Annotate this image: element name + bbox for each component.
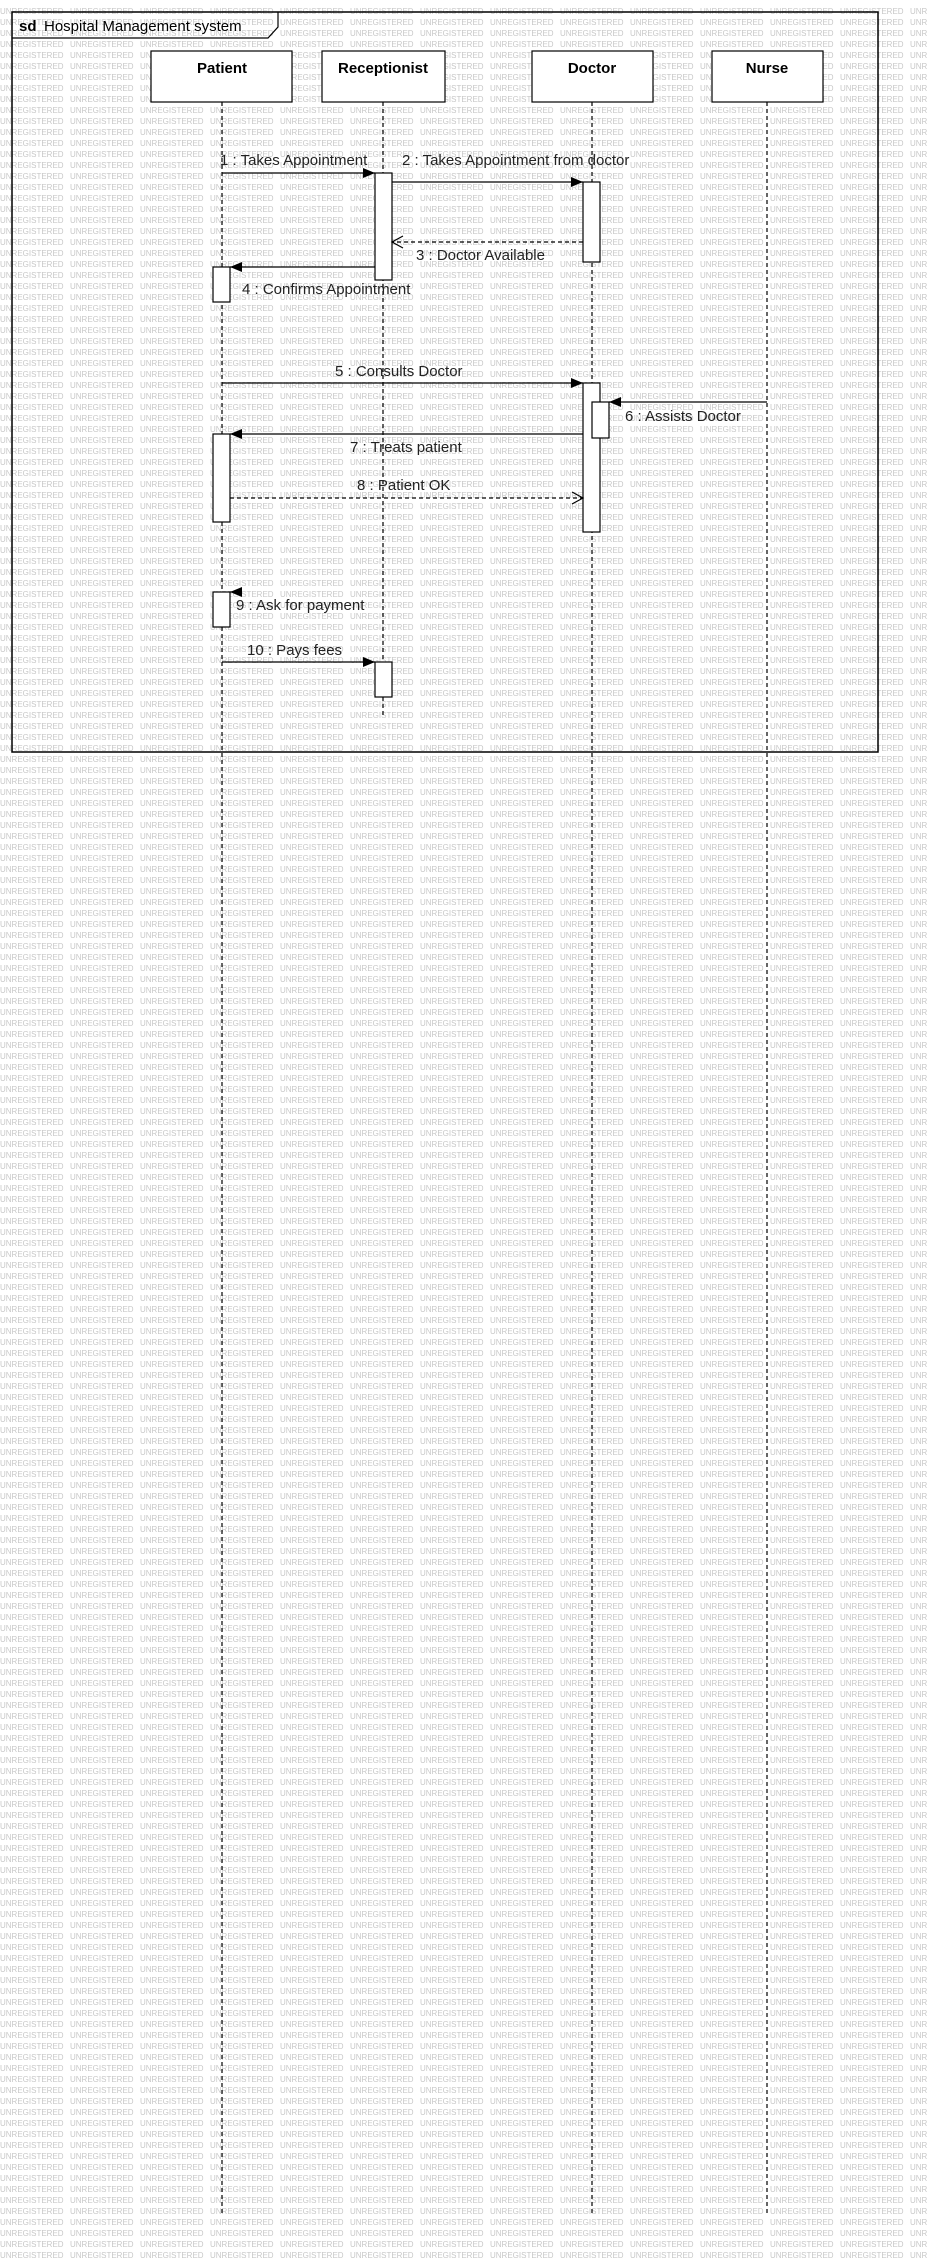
message-label: 7 : Treats patient [350,439,463,456]
message-arrowhead [230,587,242,597]
message-arrowhead [609,397,621,407]
activation-doctor-1 [582,181,601,263]
message-10[interactable]: 10 : Pays fees [222,642,375,667]
lifeline-receptionist[interactable]: Receptionist [321,50,446,103]
activation-patient-3 [212,591,231,628]
message-label: 6 : Assists Doctor [625,408,741,425]
message-arrowhead [571,177,583,187]
message-1[interactable]: 1 : Takes Appointment [220,152,375,178]
activation-patient-2 [212,433,231,523]
message-arrowhead [363,657,375,667]
message-label: 4 : Confirms Appointment [242,281,411,298]
message-8[interactable]: 8 : Patient OK [230,477,585,505]
message-arrowhead [571,491,585,505]
message-label: 3 : Doctor Available [416,247,545,264]
message-label: 10 : Pays fees [247,642,342,659]
message-arrowhead [390,235,404,249]
lifeline-nurse[interactable]: Nurse [711,50,824,103]
lifeline-nurse-label: Nurse [746,60,789,77]
message-label: 1 : Takes Appointment [220,152,368,169]
lifeline-doctor-label: Doctor [568,60,616,77]
lifeline-patient[interactable]: Patient [150,50,293,103]
message-label: 2 : Takes Appointment from doctor [402,152,629,169]
frame-title: Hospital Management system [44,18,242,35]
activation-patient-1 [212,266,231,303]
message-label: 5 : Consults Doctor [335,363,463,380]
frame-keyword: sd [19,18,37,35]
message-arrowhead [230,262,242,272]
message-6[interactable]: 6 : Assists Doctor [609,397,767,425]
message-label: 8 : Patient OK [357,477,450,494]
message-7[interactable]: 7 : Treats patient [230,429,583,456]
message-arrowhead [230,429,242,439]
message-5[interactable]: 5 : Consults Doctor [222,363,583,388]
message-4[interactable]: 4 : Confirms Appointment [230,262,411,298]
message-arrowhead [571,378,583,388]
message-2[interactable]: 2 : Takes Appointment from doctor [392,152,629,187]
message-9[interactable]: 9 : Ask for payment [230,587,365,614]
message-label: 9 : Ask for payment [236,597,365,614]
diagram-frame: sd Hospital Management system [11,11,879,753]
message-arrowhead [363,168,375,178]
activation-doctor-3 [591,401,610,439]
lifeline-receptionist-label: Receptionist [338,60,428,77]
activation-receptionist-2 [374,661,393,698]
lifeline-doctor[interactable]: Doctor [531,50,654,103]
message-3[interactable]: 3 : Doctor Available [390,235,583,264]
activation-receptionist-1 [374,172,393,281]
lifeline-patient-label: Patient [197,60,247,77]
